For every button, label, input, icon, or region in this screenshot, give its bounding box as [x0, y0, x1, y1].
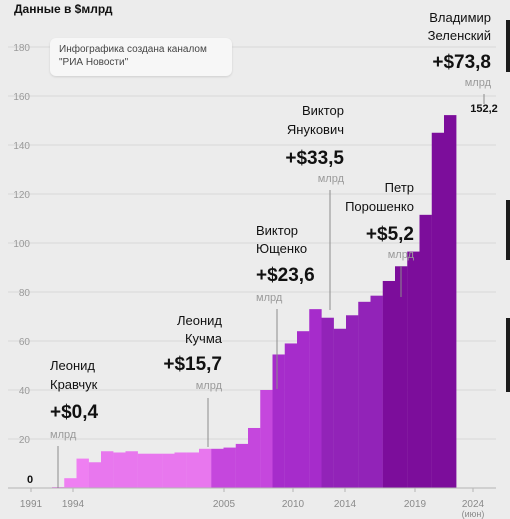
annotation-name: Владимир [429, 10, 491, 25]
annotation-name: Петр [385, 180, 414, 195]
y-tick-label: 120 [13, 190, 30, 201]
annotation-name: Кучма [185, 331, 223, 346]
bar [260, 390, 273, 488]
y-tick-label: 60 [19, 337, 31, 348]
x-tick-label: 1991 [20, 499, 43, 510]
bar [444, 115, 457, 489]
value-label: 0 [27, 474, 33, 486]
annotation-unit: млрд [318, 173, 345, 185]
annotation-unit: млрд [388, 249, 415, 261]
bar [113, 452, 126, 488]
edge-strip [506, 318, 510, 392]
y-tick-label: 80 [19, 288, 31, 299]
bar [358, 301, 371, 488]
annotation-name: Виктор [302, 103, 344, 118]
bar [174, 452, 187, 488]
x-tick-label: 2024 [462, 499, 485, 510]
y-tick-label: 140 [13, 141, 30, 152]
annotation-name: Виктор [256, 223, 298, 238]
chart-subtitle: Данные в $млрд [14, 2, 113, 16]
x-tick-label: 2014 [334, 499, 357, 510]
bar [162, 453, 175, 488]
bar [382, 280, 396, 488]
value-label: 152,2 [470, 103, 498, 115]
edge-strip [506, 200, 510, 260]
bar [419, 214, 432, 488]
credit-line-1: Инфографика создана каналом [59, 44, 207, 55]
x-tick-label: (июн) [462, 509, 485, 519]
bar [64, 478, 77, 488]
bar [186, 452, 200, 488]
x-tick-label: 2019 [404, 499, 427, 510]
annotation-name: Леонид [50, 358, 95, 373]
annotation-name: Порошенко [345, 199, 414, 214]
bar [309, 309, 322, 488]
x-tick-label: 2005 [213, 499, 236, 510]
annotation-name: Леонид [177, 313, 222, 328]
bar [235, 443, 249, 488]
annotation-name: Кравчук [50, 377, 98, 392]
x-tick-label: 1994 [62, 499, 85, 510]
bar [431, 132, 445, 488]
annotation-name: Ющенко [256, 241, 307, 256]
bar [407, 251, 420, 488]
y-tick-label: 100 [13, 239, 30, 250]
annotation-name: Янукович [287, 122, 344, 137]
bar [395, 266, 408, 488]
annotation-amount: +$23,6 [256, 265, 315, 286]
annotation-unit: млрд [50, 429, 77, 441]
bar [76, 458, 89, 488]
bar [211, 448, 224, 488]
bar [370, 295, 383, 488]
bar [272, 354, 285, 488]
annotation-unit: млрд [196, 380, 223, 392]
bar [125, 451, 138, 488]
bar [333, 328, 347, 488]
annotation-amount: +$0,4 [50, 402, 99, 423]
credit-note: Инфографика создана каналом "РИА Новости… [50, 38, 232, 76]
y-tick-label: 40 [19, 386, 31, 397]
bar [346, 315, 359, 488]
annotation-amount: +$5,2 [366, 224, 414, 245]
annotation-amount: +$15,7 [163, 354, 222, 375]
bar [321, 317, 334, 488]
edge-strip [506, 20, 510, 72]
bar [199, 448, 212, 488]
bar [248, 427, 261, 488]
bar [297, 331, 310, 488]
annotation-unit: млрд [256, 292, 283, 304]
bar [223, 447, 236, 488]
annotation-amount: +$73,8 [432, 52, 491, 73]
annotation-amount: +$33,5 [285, 148, 344, 169]
bar [101, 451, 114, 488]
annotation-unit: млрд [465, 77, 492, 89]
credit-line-2: "РИА Новости" [59, 57, 129, 68]
bar [137, 453, 151, 488]
bar [150, 453, 163, 488]
bar [88, 462, 102, 488]
bar [284, 343, 298, 488]
x-tick-label: 2010 [282, 499, 305, 510]
y-tick-label: 180 [13, 43, 30, 54]
y-tick-label: 20 [19, 435, 31, 446]
annotation-name: Зеленский [428, 28, 491, 43]
y-tick-label: 160 [13, 92, 30, 103]
